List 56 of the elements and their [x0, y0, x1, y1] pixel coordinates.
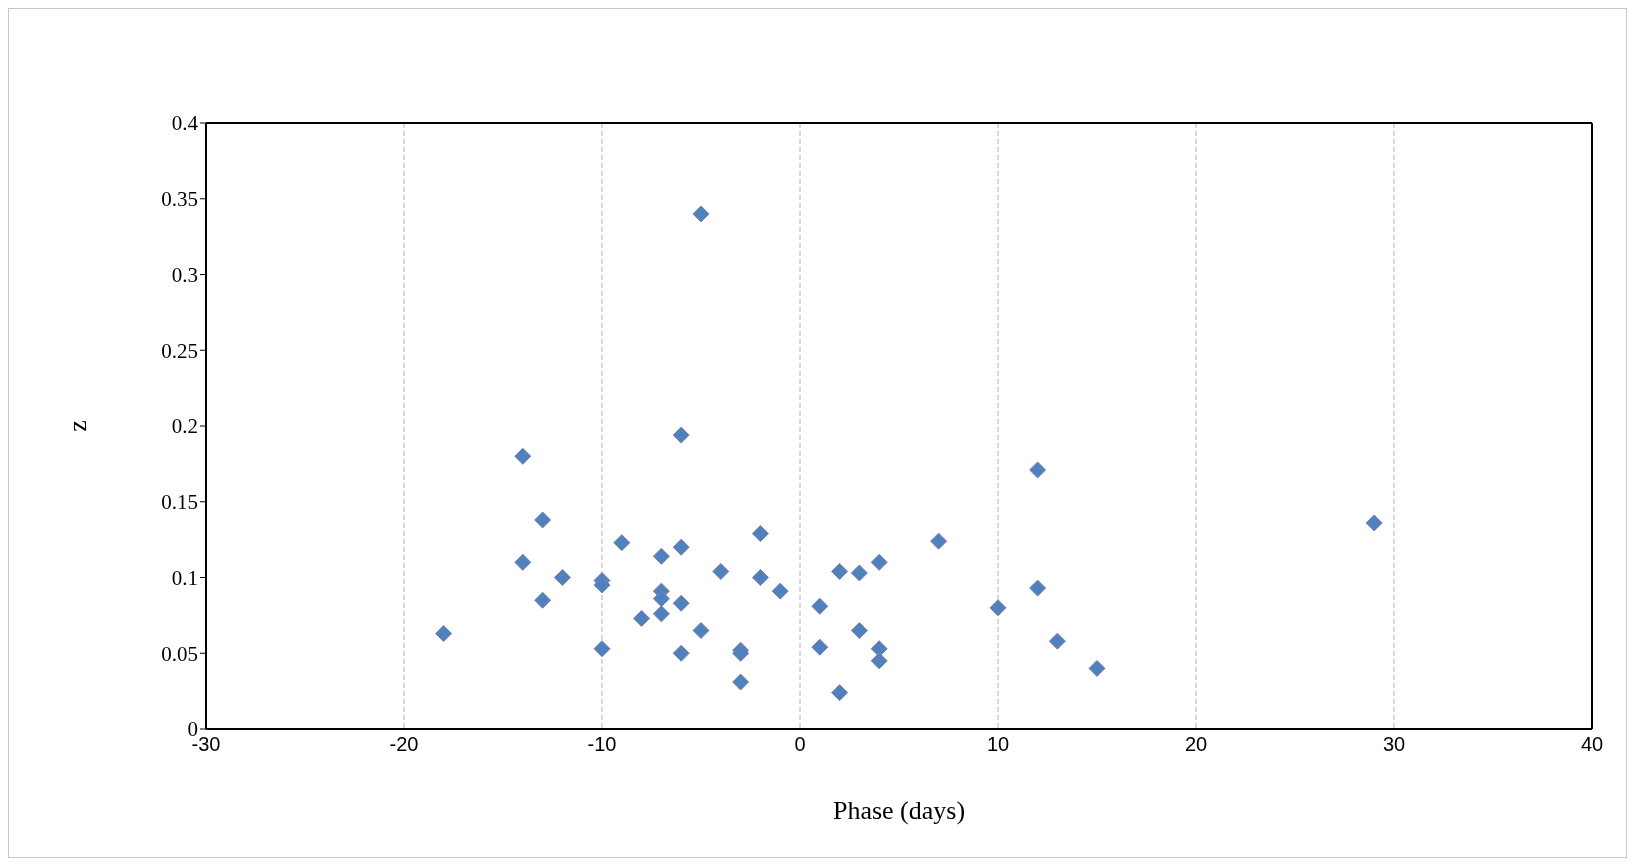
point: [1048, 632, 1066, 650]
point: [672, 594, 690, 612]
point: [1365, 514, 1383, 532]
x-tick-label: -20: [389, 733, 419, 756]
point: [811, 597, 829, 615]
point: [732, 673, 750, 691]
point: [514, 447, 532, 465]
y-tick-label: 0.35: [161, 187, 198, 212]
point: [652, 547, 670, 565]
point: [831, 684, 849, 702]
point: [850, 622, 868, 640]
point: [870, 553, 888, 571]
point: [435, 625, 453, 643]
point: [652, 590, 670, 608]
point: [870, 652, 888, 670]
point: [930, 532, 948, 550]
point: [633, 609, 651, 627]
point: [751, 525, 769, 543]
point: [831, 562, 849, 580]
point: [593, 576, 611, 594]
point: [692, 205, 710, 223]
point: [534, 511, 552, 529]
x-tick-label: -10: [587, 733, 617, 756]
point: [692, 622, 710, 640]
point: [771, 582, 789, 600]
point: [593, 640, 611, 658]
point: [989, 599, 1007, 617]
y-tick-label: 0.3: [171, 262, 198, 287]
x-axis-title: Phase (days): [832, 796, 966, 825]
point: [712, 562, 730, 580]
x-tick-label: 0: [794, 733, 806, 756]
y-tick-label: 0.1: [171, 565, 198, 590]
x-tick-label: 20: [1184, 733, 1208, 756]
y-tick-label: 0.25: [161, 338, 198, 363]
point: [811, 638, 829, 656]
point: [672, 426, 690, 444]
y-tick-label: 0.05: [161, 641, 198, 666]
point: [672, 538, 690, 556]
x-tick-label: 30: [1382, 733, 1406, 756]
point: [1029, 461, 1047, 479]
point: [850, 564, 868, 582]
point: [652, 605, 670, 623]
y-tick-label: 0.15: [161, 490, 198, 515]
x-tick-label: 10: [986, 733, 1010, 756]
point: [534, 591, 552, 609]
y-axis-title: z: [63, 420, 93, 432]
point: [514, 553, 532, 571]
point: [751, 569, 769, 586]
point: [672, 644, 690, 662]
point: [613, 534, 631, 552]
point: [553, 569, 571, 586]
x-tick-label: 40: [1580, 733, 1604, 756]
y-tick-label: 0.4: [171, 111, 199, 136]
y-tick-label: 0.2: [171, 414, 198, 439]
point: [1029, 579, 1047, 597]
point: [1088, 659, 1106, 677]
